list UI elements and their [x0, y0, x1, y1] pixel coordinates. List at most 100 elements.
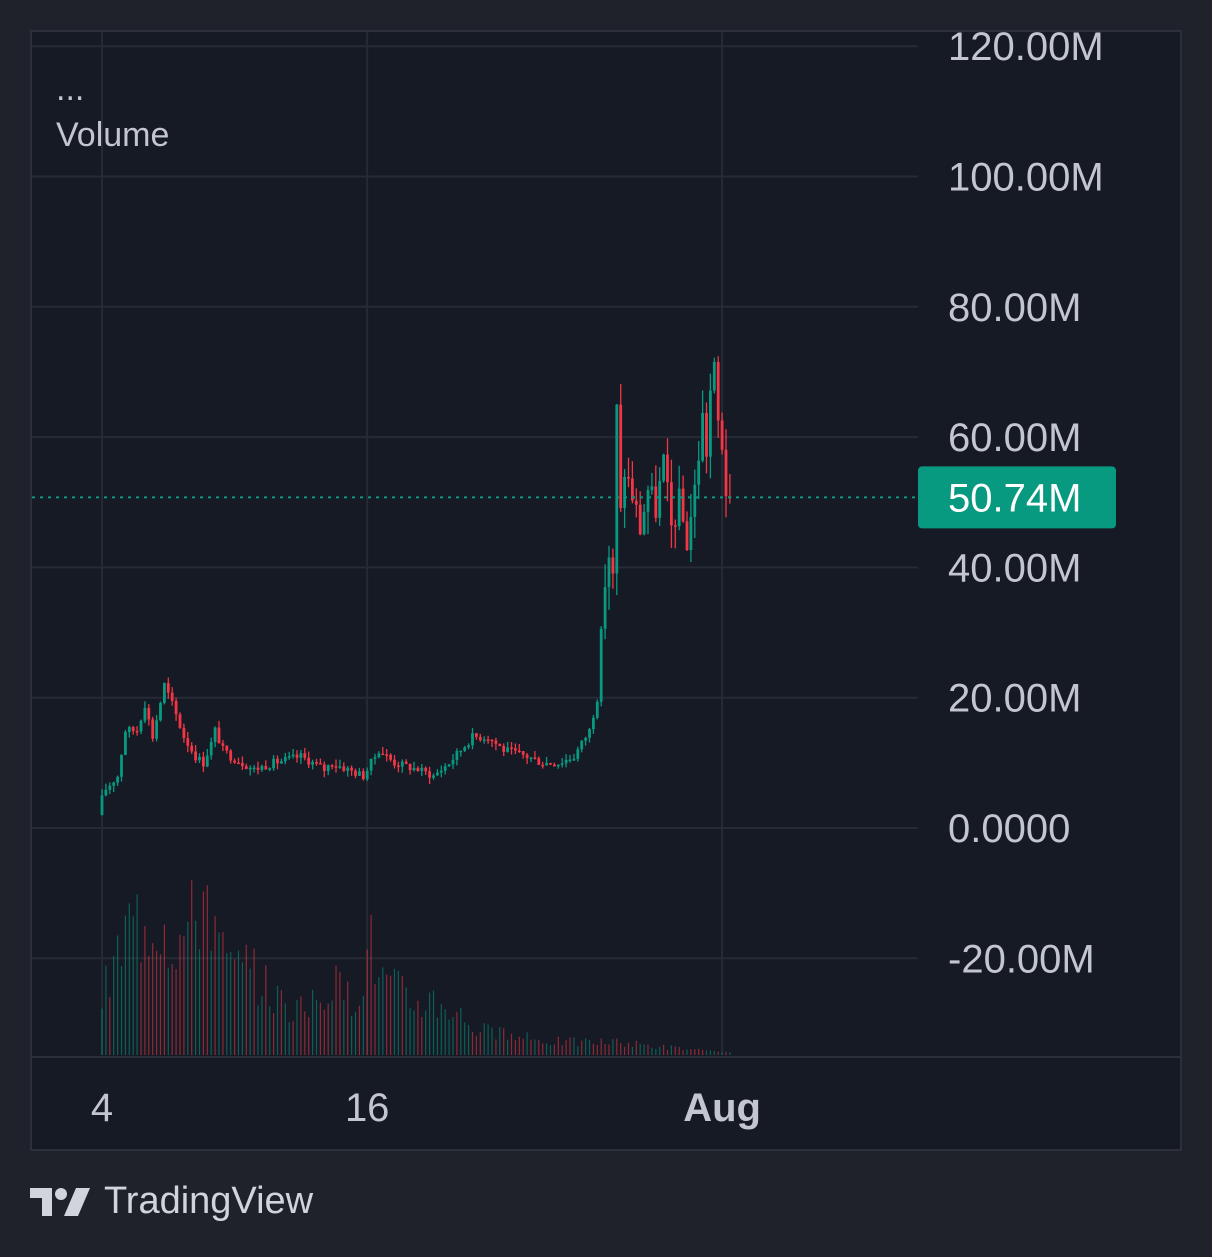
candle-body: [556, 764, 560, 767]
volume-bar: [198, 949, 201, 1055]
volume-bar: [436, 1017, 438, 1055]
volume-bar: [600, 1038, 602, 1055]
candle-body: [334, 766, 338, 768]
volume-bar: [705, 1050, 708, 1055]
candle-body: [178, 714, 182, 728]
volume-bar: [588, 1040, 591, 1055]
legend: ... Volume: [56, 70, 169, 154]
candle-body: [666, 454, 669, 483]
volume-bar: [546, 1043, 548, 1055]
volume-bar: [140, 962, 142, 1055]
volume-bar: [370, 915, 372, 1055]
volume-bar: [717, 1051, 719, 1055]
candle-body: [681, 488, 685, 522]
volume-bar: [113, 955, 115, 1055]
candle-body: [358, 771, 361, 776]
candle-body: [342, 766, 346, 771]
volume-bar: [542, 1043, 544, 1055]
volume-bar: [518, 1036, 520, 1055]
candle-body: [365, 770, 369, 780]
volume-bar: [573, 1037, 575, 1055]
volume-bar: [514, 1040, 516, 1055]
candle-body: [549, 763, 552, 765]
brand[interactable]: TradingView: [30, 1180, 313, 1223]
candle-body: [720, 420, 724, 450]
volume-bar: [315, 999, 318, 1055]
volume-bar: [226, 953, 228, 1055]
volume-bar: [561, 1045, 563, 1055]
candle-body: [673, 525, 677, 527]
volume-bar: [323, 1009, 325, 1055]
volume-bar: [101, 1008, 103, 1055]
candle-body: [498, 743, 502, 746]
candle-body: [525, 754, 529, 758]
volume-bar: [643, 1044, 645, 1055]
volume-bar: [171, 964, 173, 1055]
candle-body: [287, 756, 291, 758]
candle-body: [650, 486, 654, 491]
candle-body: [260, 766, 264, 770]
volume-bar: [510, 1033, 513, 1055]
candle-body: [451, 759, 455, 765]
volume-bar: [709, 1050, 711, 1055]
volume-bar: [335, 965, 337, 1055]
last-price-tag-bg: [918, 466, 1116, 529]
volume-bar: [156, 950, 158, 1055]
candle-body: [354, 770, 357, 776]
candle-body: [701, 413, 704, 461]
volume-bar: [526, 1032, 528, 1055]
volume-bar: [624, 1046, 626, 1055]
candle-body: [139, 720, 143, 732]
candle-body: [241, 762, 244, 767]
candle-body: [564, 759, 568, 764]
candle-body: [311, 761, 314, 765]
volume-bar: [152, 943, 154, 1055]
candle-body: [182, 727, 186, 739]
candle-body: [194, 751, 197, 761]
volume-bar: [487, 1024, 489, 1055]
volume-bar: [319, 1002, 321, 1055]
volume-bar: [596, 1045, 598, 1055]
candle-body: [120, 754, 123, 777]
candle-body: [529, 757, 533, 760]
candle-body: [443, 766, 447, 771]
volume-bar: [159, 954, 162, 1055]
candle-body: [580, 740, 584, 750]
volume-bar: [339, 971, 341, 1055]
candle-body: [705, 413, 708, 457]
volume-bar: [608, 1044, 610, 1055]
chart-svg[interactable]: 120.00M 100.00M 80.00M 60.00M 40.00M 20.00M 0.…: [32, 32, 1180, 1149]
candle-body: [264, 766, 268, 770]
volume-bar: [195, 920, 197, 1055]
volume-bar: [210, 950, 212, 1055]
volume-bar: [678, 1047, 680, 1055]
candle-body: [658, 480, 662, 518]
volume-bar: [358, 1005, 360, 1055]
volume-bar: [144, 926, 146, 1055]
candle-body: [389, 754, 392, 760]
volume-bar: [401, 976, 403, 1055]
volume-bar: [421, 1016, 423, 1055]
volume-bar: [627, 1042, 630, 1055]
candle-body: [237, 762, 240, 765]
volume-bar: [721, 1052, 723, 1055]
legend-menu[interactable]: ...: [56, 70, 84, 108]
candle-body: [159, 702, 162, 721]
candle-body: [642, 511, 646, 535]
volume-bar: [117, 935, 119, 1055]
candle-body: [584, 737, 587, 741]
volume-bar: [124, 915, 126, 1055]
volume-bar: [249, 968, 251, 1055]
candle-body: [506, 747, 509, 752]
volume-bar: [655, 1048, 657, 1055]
volume-bar: [105, 965, 107, 1055]
volume-bar: [214, 916, 216, 1055]
candle-body: [127, 727, 131, 732]
volume-bar: [183, 936, 185, 1055]
volume-bar: [276, 985, 279, 1055]
candle-body: [280, 761, 283, 764]
tradingview-logo-icon: [30, 1187, 90, 1216]
x-tick-label: 16: [345, 1086, 390, 1130]
volume-bar: [218, 932, 220, 1055]
candle-body: [420, 767, 424, 772]
